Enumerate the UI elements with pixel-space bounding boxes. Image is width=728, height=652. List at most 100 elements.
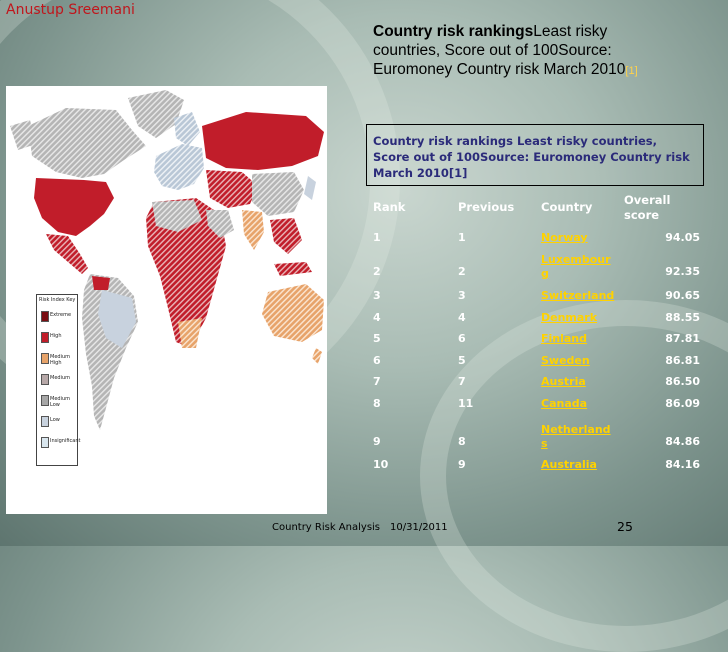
canada-shape xyxy=(28,108,146,178)
legend-label: High xyxy=(50,333,62,339)
legend-label: Extreme xyxy=(50,312,72,318)
legend-label: Medium Low xyxy=(50,396,70,408)
score-cell: 84.86 xyxy=(665,435,700,448)
rank-cell: 4 xyxy=(373,311,381,324)
previous-cell: 8 xyxy=(458,435,466,448)
header-country: Country xyxy=(541,200,593,214)
country-link[interactable]: Netherlands xyxy=(541,423,611,450)
country-link[interactable]: Austria xyxy=(541,375,586,388)
japan-shape xyxy=(304,176,316,200)
australia-shape xyxy=(262,284,324,342)
rank-cell: 5 xyxy=(373,332,381,345)
scandinavia-shape xyxy=(174,112,200,146)
header-rank: Rank xyxy=(373,200,406,214)
previous-cell: 11 xyxy=(458,397,474,410)
rank-cell: 3 xyxy=(373,289,381,302)
legend-label: Low xyxy=(50,417,60,423)
legend-swatch xyxy=(41,311,49,322)
map-legend: Risk Index Key Extreme High Medium High Med… xyxy=(36,294,80,466)
greenland-shape xyxy=(128,90,184,138)
rank-cell: 8 xyxy=(373,397,381,410)
score-cell: 86.81 xyxy=(665,354,700,367)
legend-title: Risk Index Key xyxy=(39,297,76,303)
rank-cell: 6 xyxy=(373,354,381,367)
country-link[interactable]: Luxembourg xyxy=(541,253,611,280)
header-previous: Previous xyxy=(458,200,515,214)
alaska-shape xyxy=(10,120,36,150)
rank-cell: 7 xyxy=(373,375,381,388)
previous-cell: 9 xyxy=(458,458,466,471)
india-shape xyxy=(242,210,264,250)
legend-label: Insignificant xyxy=(50,438,81,444)
europe-shape xyxy=(154,144,204,190)
legend-item: Insignificant xyxy=(39,435,80,449)
slide-title: Country risk rankingsLeast risky countri… xyxy=(373,22,673,81)
previous-cell: 1 xyxy=(458,231,466,244)
rank-cell: 1 xyxy=(373,231,381,244)
legend-item: Low xyxy=(39,414,75,428)
score-cell: 84.16 xyxy=(665,458,700,471)
china-shape xyxy=(252,172,304,216)
previous-cell: 6 xyxy=(458,332,466,345)
indonesia-shape xyxy=(274,262,312,276)
africa-shape xyxy=(146,198,226,348)
legend-swatch xyxy=(41,353,49,364)
se-asia-shape xyxy=(270,218,302,254)
legend-swatch xyxy=(41,416,49,427)
world-map-graphic xyxy=(10,90,324,430)
slide-title-sup: [1] xyxy=(625,65,638,77)
brazil-shape xyxy=(98,290,136,348)
page-number: 25 xyxy=(617,519,633,534)
legend-item: Extreme xyxy=(39,309,75,323)
score-cell: 86.09 xyxy=(665,397,700,410)
mexico-shape xyxy=(46,234,88,274)
previous-cell: 3 xyxy=(458,289,466,302)
country-link[interactable]: Switzerland xyxy=(541,289,615,302)
legend-swatch xyxy=(41,374,49,385)
legend-item: Medium High xyxy=(39,351,75,366)
footer-date: 10/31/2011 xyxy=(390,522,448,533)
table-caption: Country risk rankings Least risky countr… xyxy=(373,134,690,180)
north-africa-shape xyxy=(152,200,202,232)
rank-cell: 10 xyxy=(373,458,389,471)
usa-shape xyxy=(34,178,114,236)
legend-swatch xyxy=(41,395,49,406)
header-overall-score: Overall score xyxy=(624,193,671,222)
previous-cell: 4 xyxy=(458,311,466,324)
score-cell: 94.05 xyxy=(665,231,700,244)
country-link[interactable]: Norway xyxy=(541,231,588,244)
table-caption-box: Country risk rankings Least risky countr… xyxy=(366,124,704,186)
footer-course: Country Risk Analysis xyxy=(272,522,381,533)
background-swirl-2 xyxy=(420,300,728,652)
author-name: Anustup Sreemani xyxy=(6,2,135,18)
country-link[interactable]: Finland xyxy=(541,332,588,345)
legend-label: Medium xyxy=(50,375,70,381)
legend-item: Medium xyxy=(39,372,75,386)
score-cell: 87.81 xyxy=(665,332,700,345)
rank-cell: 2 xyxy=(373,265,381,278)
rank-cell: 9 xyxy=(373,435,381,448)
country-link[interactable]: Sweden xyxy=(541,354,590,367)
russia-shape xyxy=(202,112,324,170)
previous-cell: 5 xyxy=(458,354,466,367)
previous-cell: 2 xyxy=(458,265,466,278)
legend-swatch xyxy=(41,437,49,448)
central-asia-shape xyxy=(206,170,258,208)
score-cell: 92.35 xyxy=(665,265,700,278)
arabia-shape xyxy=(206,210,234,238)
country-link[interactable]: Canada xyxy=(541,397,588,410)
south-africa-shape xyxy=(178,318,202,348)
country-link[interactable]: Denmark xyxy=(541,311,598,324)
venezuela-shape xyxy=(92,276,110,290)
legend-swatch xyxy=(41,332,49,343)
world-risk-map: Risk Index Key Extreme High Medium High Med… xyxy=(6,86,327,514)
slide-title-bold: Country risk rankings xyxy=(373,23,534,40)
score-cell: 86.50 xyxy=(665,375,700,388)
country-link[interactable]: Australia xyxy=(541,458,597,471)
legend-item: Medium Low xyxy=(39,393,75,408)
previous-cell: 7 xyxy=(458,375,466,388)
legend-item: High xyxy=(39,330,75,344)
slide-title-rest: Least risky countries, Score out of 100S… xyxy=(373,23,626,78)
score-cell: 88.55 xyxy=(665,311,700,324)
score-cell: 90.65 xyxy=(665,289,700,302)
